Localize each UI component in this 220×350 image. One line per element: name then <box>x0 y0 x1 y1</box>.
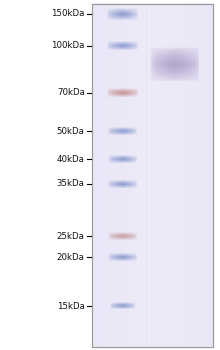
Text: 50kDa: 50kDa <box>57 127 85 136</box>
Text: 25kDa: 25kDa <box>57 232 85 241</box>
Text: 15kDa: 15kDa <box>57 302 85 311</box>
Text: 35kDa: 35kDa <box>57 179 85 188</box>
FancyBboxPatch shape <box>92 4 213 346</box>
Text: 100kDa: 100kDa <box>51 41 85 50</box>
Text: 150kDa: 150kDa <box>51 9 85 19</box>
Text: 20kDa: 20kDa <box>57 253 85 262</box>
Text: 40kDa: 40kDa <box>57 155 85 164</box>
Text: 70kDa: 70kDa <box>57 88 85 97</box>
